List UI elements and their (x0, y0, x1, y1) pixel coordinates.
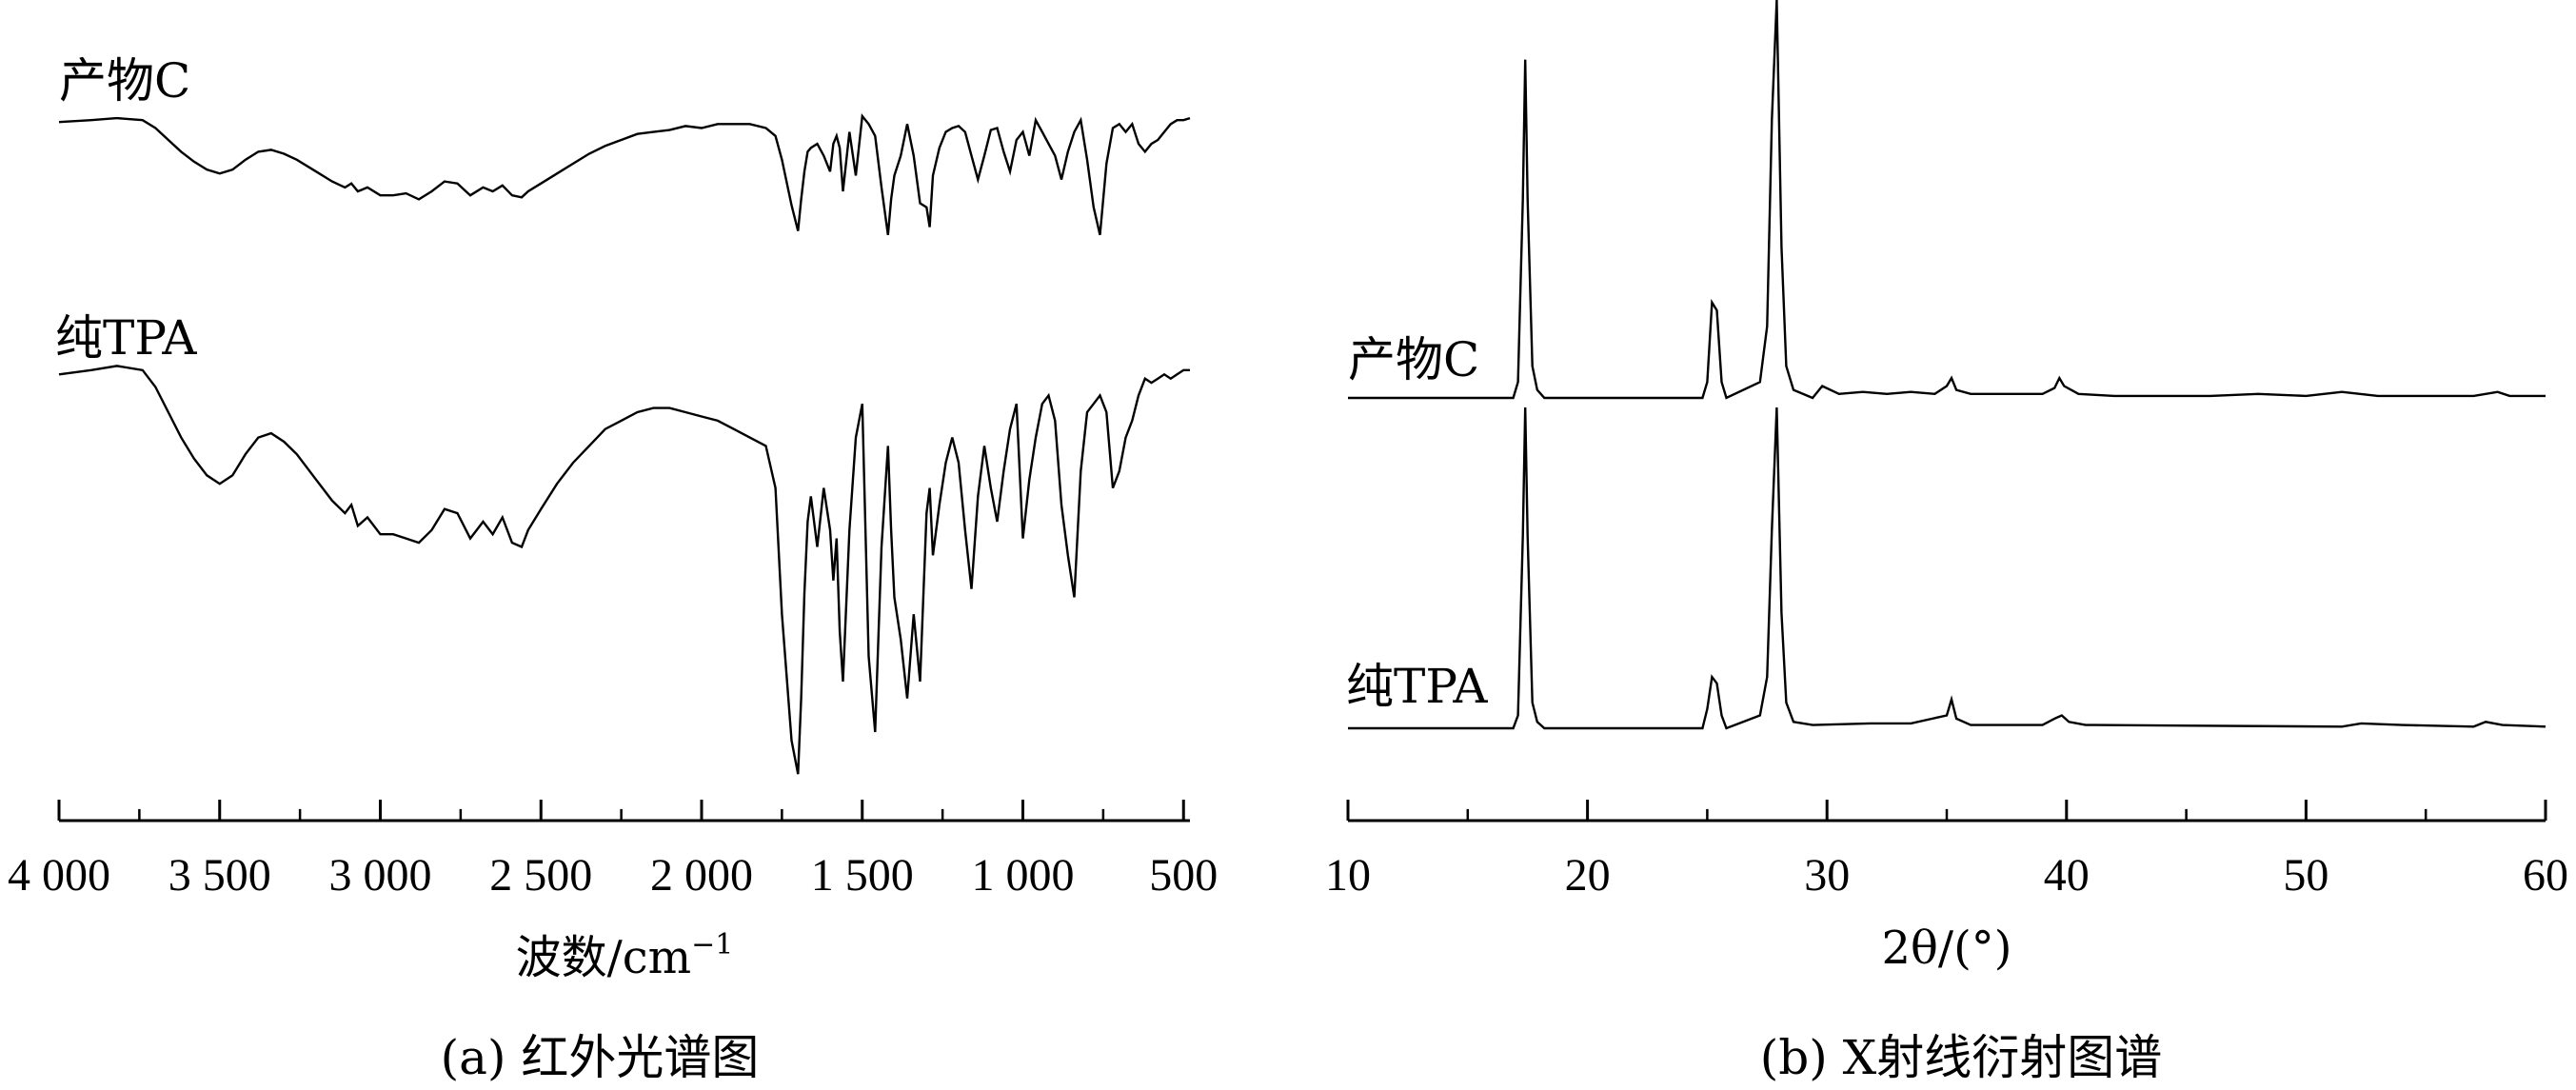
ir-x-tick-label: 1 500 (811, 850, 914, 901)
ir-series-label-product-c: 产物C (59, 53, 190, 109)
xrd-x-tick-label: 10 (1325, 850, 1371, 901)
ir-x-tick-label: 2 500 (489, 850, 592, 901)
ir-x-tick-label: 3 000 (329, 850, 432, 901)
ir-x-axis-title-sup: −1 (691, 928, 733, 961)
xrd-pattern-panel: 产物C 纯TPA 10 20 30 40 50 60 2θ/(°) (b) X射线衍射图谱 (1325, 0, 2568, 1085)
xrd-series-label-product-c: 产物C (1348, 332, 1479, 387)
ir-panel-caption: (a) 红外光谱图 (441, 1030, 760, 1085)
xrd-x-tick-label: 50 (2283, 850, 2328, 901)
ir-x-tick-label: 500 (1149, 850, 1218, 901)
ir-series-label-pure-tpa: 纯TPA (55, 310, 197, 366)
xrd-panel-caption: (b) X射线衍射图谱 (1760, 1030, 2163, 1085)
xrd-x-tick-label: 60 (2523, 850, 2568, 901)
xrd-series-line-pure-tpa (1348, 406, 2546, 730)
xrd-x-axis-title: 2θ/(°) (1881, 922, 2011, 975)
ir-x-tick-label: 3 500 (168, 850, 271, 901)
ir-x-axis-title-text: 波数/cm (516, 931, 692, 984)
ir-x-axis-title: 波数/cm−1 (516, 928, 734, 984)
ir-series-group (58, 112, 1191, 775)
ir-series-line-pure-tpa (58, 365, 1190, 775)
xrd-x-tick-label: 20 (1565, 850, 1611, 901)
ir-x-tick-label: 1 000 (972, 850, 1075, 901)
xrd-x-tick-label: 30 (1804, 850, 1850, 901)
ir-x-tick-label: 4 000 (8, 850, 110, 901)
ir-x-ticks: 4 000 3 500 3 000 2 500 2 000 1 500 1 000 500 (8, 800, 1218, 901)
xrd-series-label-pure-tpa: 纯TPA (1346, 659, 1488, 714)
ir-x-tick-label: 2 000 (650, 850, 753, 901)
xrd-series-line-product-c (1348, 0, 2546, 400)
xrd-series-group (1348, 0, 2546, 730)
ir-spectrum-panel: 产物C 纯TPA 4 000 3 500 3 000 2 500 2 000 1 500 1… (8, 53, 1218, 1085)
xrd-x-ticks: 10 20 30 40 50 60 (1325, 800, 2568, 901)
xrd-x-tick-label: 40 (2044, 850, 2090, 901)
ir-series-line-product-c (58, 112, 1191, 236)
